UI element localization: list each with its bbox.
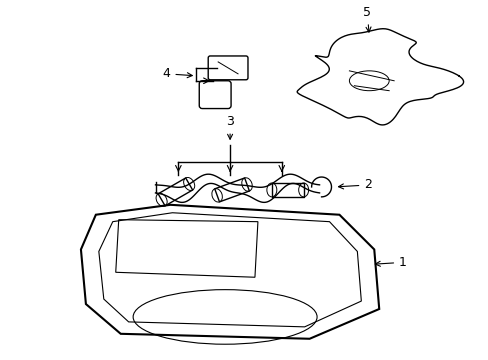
- Text: 1: 1: [374, 256, 406, 269]
- Text: 4: 4: [162, 67, 192, 80]
- Text: 5: 5: [363, 6, 370, 32]
- Text: 3: 3: [225, 116, 234, 139]
- Text: 2: 2: [338, 179, 371, 192]
